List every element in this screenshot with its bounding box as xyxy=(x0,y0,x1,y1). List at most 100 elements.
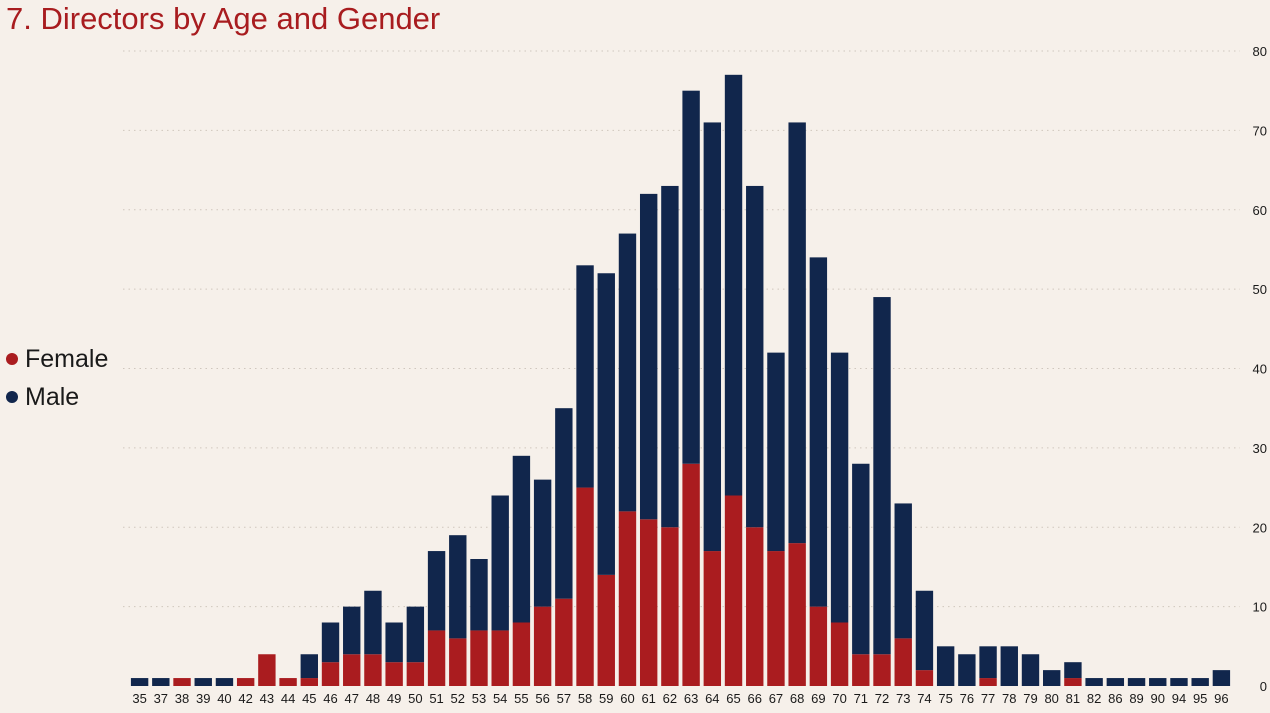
bar-female-54 xyxy=(491,630,509,686)
bar-male-74 xyxy=(915,590,934,671)
legend: Female Male xyxy=(6,340,108,416)
bar-male-46 xyxy=(321,622,340,663)
x-tick-label-82: 82 xyxy=(1087,691,1101,706)
bar-male-73 xyxy=(894,503,912,639)
bar-female-67 xyxy=(767,551,785,686)
x-tick-label-69: 69 xyxy=(811,691,825,706)
x-tick-label-66: 66 xyxy=(748,691,762,706)
bar-male-90 xyxy=(1149,678,1167,686)
bar-female-50 xyxy=(406,662,425,686)
x-tick-label-62: 62 xyxy=(663,691,677,706)
x-tick-label-80: 80 xyxy=(1044,691,1058,706)
bar-female-81 xyxy=(1064,678,1082,686)
x-tick-label-73: 73 xyxy=(896,691,910,706)
x-tick-label-79: 79 xyxy=(1023,691,1037,706)
bars xyxy=(130,74,1231,686)
x-tick-label-55: 55 xyxy=(514,691,528,706)
legend-male-marker xyxy=(6,391,18,403)
bar-female-43 xyxy=(258,654,276,686)
bar-male-67 xyxy=(767,352,785,552)
x-axis-ticks: 35 37 38 39 40 42 43 44 45 46 47 48 49 50 51 52 53 54 55 56… xyxy=(132,691,1228,706)
gridlines xyxy=(123,50,1240,608)
bar-female-64 xyxy=(703,551,722,686)
y-tick-label-60: 60 xyxy=(1253,203,1267,218)
bar-female-61 xyxy=(639,519,658,686)
x-tick-label-60: 60 xyxy=(620,691,634,706)
bar-male-45 xyxy=(300,654,318,679)
x-tick-label-50: 50 xyxy=(408,691,422,706)
bar-male-94 xyxy=(1170,678,1188,686)
x-tick-label-94: 94 xyxy=(1172,691,1186,706)
bar-male-75 xyxy=(936,646,955,686)
x-tick-label-46: 46 xyxy=(323,691,337,706)
bar-female-71 xyxy=(852,654,870,686)
bar-male-96 xyxy=(1212,670,1231,686)
x-tick-label-76: 76 xyxy=(960,691,974,706)
bar-female-73 xyxy=(894,638,912,686)
y-axis-ticks: 0 10 20 30 40 50 60 70 80 xyxy=(1253,44,1267,694)
bar-female-66 xyxy=(746,527,764,686)
bar-male-39 xyxy=(194,678,212,686)
bar-male-60 xyxy=(618,233,637,512)
bar-female-56 xyxy=(533,606,552,686)
bar-female-42 xyxy=(236,678,255,686)
bar-female-45 xyxy=(300,678,318,686)
bar-male-76 xyxy=(958,654,976,686)
bar-male-54 xyxy=(491,495,509,631)
bar-female-68 xyxy=(788,543,806,686)
bar-female-51 xyxy=(427,630,446,686)
x-tick-label-70: 70 xyxy=(832,691,846,706)
bar-male-61 xyxy=(639,193,658,520)
x-tick-label-59: 59 xyxy=(599,691,613,706)
x-tick-label-90: 90 xyxy=(1151,691,1165,706)
bar-female-47 xyxy=(343,654,361,686)
x-tick-label-38: 38 xyxy=(175,691,189,706)
bar-female-62 xyxy=(661,527,679,686)
x-tick-label-47: 47 xyxy=(344,691,358,706)
x-tick-label-51: 51 xyxy=(429,691,443,706)
x-tick-label-65: 65 xyxy=(726,691,740,706)
bar-male-48 xyxy=(364,590,382,655)
x-tick-label-96: 96 xyxy=(1214,691,1228,706)
bar-female-77 xyxy=(979,678,997,686)
bar-male-56 xyxy=(533,479,552,607)
x-tick-label-40: 40 xyxy=(217,691,231,706)
y-tick-label-10: 10 xyxy=(1253,600,1267,615)
x-tick-label-68: 68 xyxy=(790,691,804,706)
y-tick-label-40: 40 xyxy=(1253,362,1267,377)
bar-female-72 xyxy=(873,654,891,686)
bar-male-79 xyxy=(1021,654,1040,686)
bar-female-70 xyxy=(830,622,849,686)
bar-male-62 xyxy=(661,185,679,528)
legend-item-female[interactable]: Female xyxy=(6,340,108,378)
x-tick-label-42: 42 xyxy=(238,691,252,706)
bar-male-65 xyxy=(724,74,743,496)
bar-male-66 xyxy=(746,185,764,528)
bar-male-57 xyxy=(555,408,573,599)
bar-male-68 xyxy=(788,122,806,544)
bar-male-95 xyxy=(1191,678,1209,686)
y-tick-label-80: 80 xyxy=(1253,44,1267,59)
bar-male-37 xyxy=(152,678,170,686)
bar-female-69 xyxy=(809,606,828,686)
bar-female-48 xyxy=(364,654,382,686)
x-tick-label-81: 81 xyxy=(1066,691,1080,706)
chart-title: 7. Directors by Age and Gender xyxy=(6,1,441,36)
x-tick-label-57: 57 xyxy=(557,691,571,706)
x-tick-label-61: 61 xyxy=(641,691,655,706)
legend-item-male[interactable]: Male xyxy=(6,378,108,416)
bar-male-53 xyxy=(470,559,488,631)
y-tick-label-70: 70 xyxy=(1253,123,1267,138)
bar-male-59 xyxy=(597,273,615,575)
x-tick-label-56: 56 xyxy=(535,691,549,706)
x-tick-label-39: 39 xyxy=(196,691,210,706)
bar-male-58 xyxy=(576,265,594,488)
bar-male-78 xyxy=(1000,646,1018,686)
x-tick-label-58: 58 xyxy=(578,691,592,706)
bar-male-77 xyxy=(979,646,997,679)
x-tick-label-63: 63 xyxy=(684,691,698,706)
x-tick-label-71: 71 xyxy=(854,691,868,706)
x-tick-label-86: 86 xyxy=(1108,691,1122,706)
bar-female-38 xyxy=(173,678,191,686)
